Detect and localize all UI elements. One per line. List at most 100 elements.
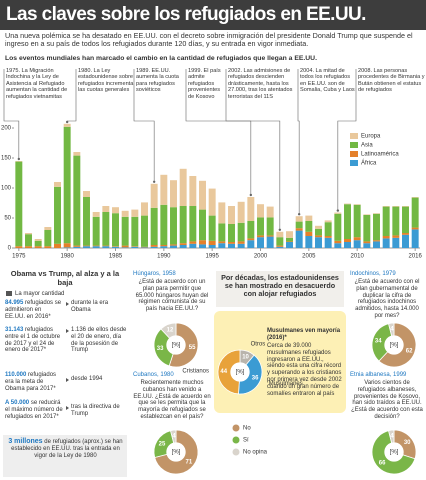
bar-segment [208,215,216,241]
slice-category: Musulmanes [269,381,303,387]
subtitle: Una nueva polémica se ha desatado en EE.… [5,31,413,49]
annotation-connector [337,69,357,211]
bar-segment [295,228,303,231]
bar-segment [315,225,322,229]
x-tick-label: 1995 [205,254,219,260]
stat: 31.143 refugiados entre el 1 de octubre … [5,327,63,354]
section-heading: Los eventos mundiales han marcado el cam… [5,55,317,62]
legend-swatch [232,448,240,456]
bar-segment [189,241,197,244]
bar-segment [92,245,100,247]
y-tick-label: 100 [1,186,12,192]
slice-label: 55 [189,345,196,351]
stat-figure: A 50.000 [5,400,30,406]
bar-segment [363,243,371,248]
bar-segment [334,243,342,248]
pie-center-label: [%] [172,343,181,349]
slice-label: 34 [375,339,382,345]
bar-segment [73,152,81,156]
slice-label: 71 [186,460,193,466]
bar-segment [131,246,139,248]
bar-segment [295,216,303,222]
bar-segment [131,246,139,247]
legend-label: Sí [243,438,249,444]
bar-segment [179,206,187,244]
bar-segment [15,161,23,162]
legend-swatch [350,133,358,139]
bar-segment [189,176,197,206]
stat-figure: 3 millones [8,438,43,445]
bar-segment [344,203,351,205]
bar-segment [63,123,71,127]
bar-segment [411,197,419,198]
panel-title: Obama vs Trump, al alza y a la baja [10,269,120,287]
bar-segment [199,244,206,248]
slice-label: 30 [404,440,411,446]
bar-segment [305,231,313,236]
bar-segment [257,237,264,248]
bar-segment [353,237,361,241]
bar-segment [276,237,284,246]
pie-slice [153,328,177,367]
bar-segment [315,237,322,248]
bar-segment [324,222,332,236]
bar-segment [34,240,42,247]
bar-segment [286,237,293,242]
pie-title: Húngaros, 1958 [133,271,176,277]
y-tick-label: 0 [8,246,12,252]
pie-hole [384,335,404,355]
bar-segment [15,246,23,248]
bar-segment [54,182,61,187]
stat-figure: 31.143 [5,327,24,333]
annotation-dot [65,120,69,124]
bar-segment [305,215,313,221]
bar-segment [382,236,390,239]
bar-segment [160,245,168,247]
bar-segment [286,242,293,248]
stat-text: refugiados se admitieron en EE.UU. en 20… [5,300,62,320]
legend-label: Europa [361,134,381,140]
bar-segment [199,209,206,241]
bar-segment [392,237,400,248]
bar-segment [208,245,216,248]
y-tick-label: 150 [1,156,12,162]
slice-label: 12 [167,327,174,333]
stat-figure: 110.000 [5,372,27,378]
legend-label: La mayor cantidad [15,291,65,297]
bar-segment [247,240,255,248]
bar-segment [228,224,235,242]
bar-segment [102,212,110,246]
x-tick-label: 2000 [254,254,268,260]
legend-swatch [6,291,12,296]
bar-segment [179,243,187,245]
pie-slice [238,354,263,395]
bar-segment [92,212,100,217]
pie-title: Cubanos, 1980 [133,372,174,378]
slice-label: 10 [242,354,249,360]
pie-question: Recientemente muchos cubanos han venido … [133,380,211,420]
title-band [0,0,426,30]
x-tick-label: 2016 [408,254,422,260]
pie-title: Musulmanes ven mayoría (2016)* [267,328,341,341]
legend-swatch [232,424,240,432]
slice-label: 4 [390,326,394,332]
pie-question: Varios cientos de refugiados albaneses, … [351,380,423,420]
bar-segment [102,245,110,247]
bar-segment [44,227,52,230]
bar-segment [324,236,332,238]
legend-swatch [350,142,358,148]
annotation: 1975. La Migración Indochina y la Ley de… [6,68,68,100]
legend-swatch [350,151,358,157]
stat-text: de refugiados (aprox.) se han establecid… [11,439,123,459]
bar-segment [73,245,81,247]
bar-segment [344,242,351,248]
bar-segment [353,240,361,248]
bar-segment [324,220,332,223]
bar-segment [73,246,81,248]
bar-segment [402,234,409,248]
x-tick-label: 2010 [350,254,364,260]
bar-segment [199,240,206,245]
bar-segment [92,216,100,246]
slice-label: 33 [157,346,164,352]
